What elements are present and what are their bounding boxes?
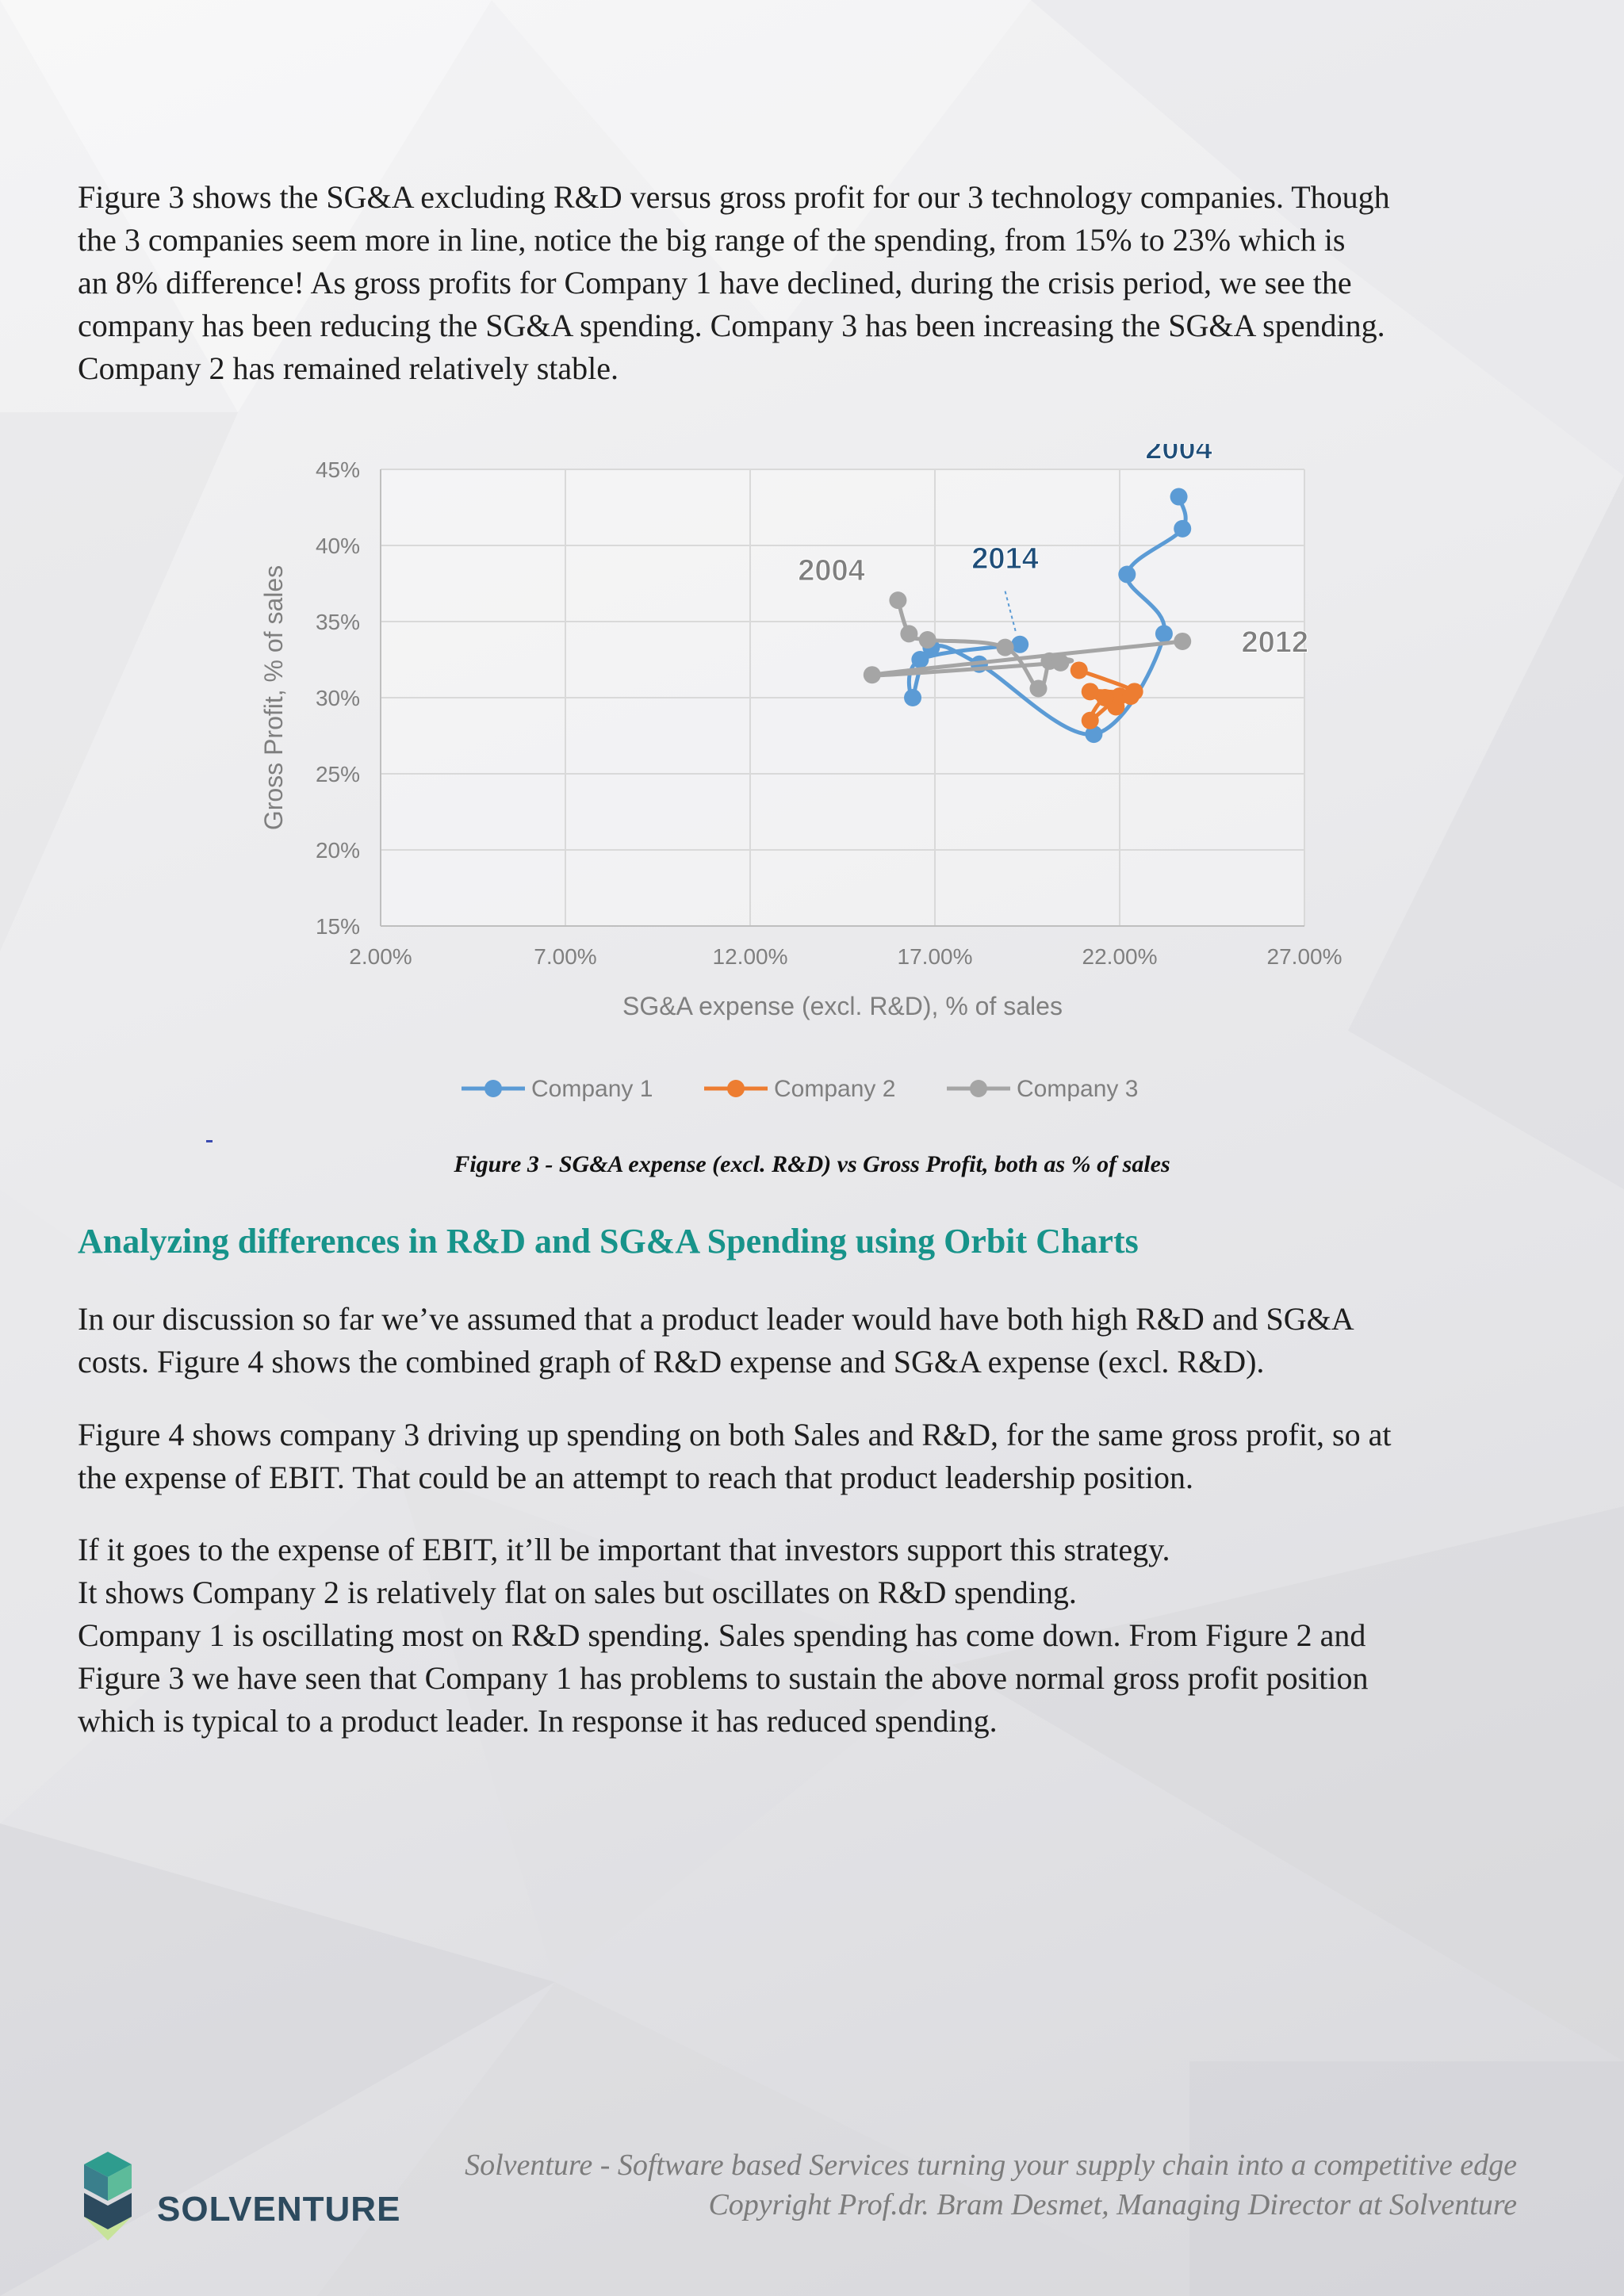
company-1-point xyxy=(1011,635,1029,653)
chart-annotation: 2012 xyxy=(1241,626,1308,659)
company-3-point xyxy=(918,631,936,649)
company-3-point xyxy=(900,625,918,643)
footer-tagline: Solventure - Software based Services tur… xyxy=(465,2149,1517,2182)
paragraph-4: If it goes to the expense of EBIT, it’ll… xyxy=(78,1529,1537,1743)
intro-paragraph: Figure 3 shows the SG&A excluding R&D ve… xyxy=(78,176,1537,390)
text-line: Figure 3 we have seen that Company 1 has… xyxy=(78,1660,1369,1696)
company-3-point xyxy=(1051,653,1070,672)
company-1-point xyxy=(1174,519,1192,538)
y-tick-label: 30% xyxy=(316,686,360,710)
text-line: costs. Figure 4 shows the combined graph… xyxy=(78,1344,1265,1380)
y-tick-label: 35% xyxy=(316,610,360,634)
company-1-point xyxy=(1085,725,1103,744)
company-1-point xyxy=(911,651,929,668)
company-2-legend-marker xyxy=(727,1080,745,1097)
paragraph-3: Figure 4 shows company 3 driving up spen… xyxy=(78,1414,1537,1499)
company-1-line xyxy=(906,496,1188,737)
scatter-chart: 15% 20% 25% 30% 35% 40% 45% 2.00% 7.00% 12.00% 17.… xyxy=(259,444,1342,1102)
company-1-point xyxy=(1170,488,1188,506)
chart-annotation: 2004 xyxy=(798,554,865,587)
logo-mark-icon xyxy=(84,2152,132,2241)
y-tick-label: 45% xyxy=(316,457,360,482)
figure-3-chart: 15% 20% 25% 30% 35% 40% 45% 2.00% 7.00% 12.00% 17.… xyxy=(254,444,1380,1126)
company-2-point xyxy=(1070,661,1088,679)
company-3-point xyxy=(863,666,881,684)
text-line: Figure 3 shows the SG&A excluding R&D ve… xyxy=(78,179,1390,215)
company-1-point xyxy=(1155,625,1173,643)
text-line: In our discussion so far we’ve assumed t… xyxy=(78,1301,1354,1337)
company-3-legend-label: Company 3 xyxy=(1017,1076,1138,1102)
x-tick-label: 27.00% xyxy=(1267,944,1342,969)
section-heading: Analyzing differences in R&D and SG&A Sp… xyxy=(78,1222,1139,1261)
text-line: Company 1 is oscillating most on R&D spe… xyxy=(78,1617,1366,1653)
company-3-point xyxy=(996,638,1014,656)
footer: Solventure - Software based Services tur… xyxy=(465,2145,1517,2225)
x-tick-label: 2.00% xyxy=(349,944,412,969)
company-3-legend-marker xyxy=(970,1080,987,1097)
y-tick-label: 15% xyxy=(316,914,360,939)
x-tick-label: 12.00% xyxy=(713,944,788,969)
figure-caption: Figure 3 - SG&A expense (excl. R&D) vs G… xyxy=(454,1151,1170,1177)
company-1-point xyxy=(1118,565,1136,584)
text-line: Company 2 has remained relatively stable… xyxy=(78,350,619,386)
text-line: company has been reducing the SG&A spend… xyxy=(78,308,1385,343)
x-axis-title: SG&A expense (excl. R&D), % of sales xyxy=(622,992,1063,1020)
text-line: It shows Company 2 is relatively flat on… xyxy=(78,1575,1077,1610)
company-1-legend-label: Company 1 xyxy=(531,1076,653,1102)
annotation-leader-line xyxy=(1004,591,1017,634)
logo-text: SOLVENTURE xyxy=(157,2190,401,2229)
company-3-point xyxy=(1174,632,1192,650)
solventure-logo: SOLVENTURE xyxy=(76,2149,400,2244)
text-line: the expense of EBIT. That could be an at… xyxy=(78,1460,1193,1495)
company-2-point xyxy=(1081,683,1099,701)
company-2-point xyxy=(1096,689,1114,706)
x-tick-label: 17.00% xyxy=(898,944,973,969)
company-3-point xyxy=(1029,679,1048,698)
company-2-legend-label: Company 2 xyxy=(774,1076,895,1102)
text-line: which is typical to a product leader. In… xyxy=(78,1703,998,1739)
paragraph-2: In our discussion so far we’ve assumed t… xyxy=(78,1298,1537,1383)
text-line: If it goes to the expense of EBIT, it’ll… xyxy=(78,1532,1170,1567)
company-1-point xyxy=(904,689,922,706)
stray-mark xyxy=(206,1140,213,1142)
company-2-point xyxy=(1081,711,1099,729)
y-tick-label: 40% xyxy=(316,534,360,558)
y-axis-title: Gross Profit, % of sales xyxy=(259,565,288,830)
x-tick-label: 7.00% xyxy=(534,944,596,969)
company-3-point xyxy=(889,591,907,610)
footer-copyright: Copyright Prof.dr. Bram Desmet, Managing… xyxy=(708,2188,1517,2221)
y-tick-label: 20% xyxy=(316,838,360,863)
chart-annotation: 2004 xyxy=(1145,444,1212,466)
company-2-point xyxy=(1121,687,1139,706)
x-tick-label: 22.00% xyxy=(1082,944,1158,969)
text-line: Figure 4 shows company 3 driving up spen… xyxy=(78,1417,1392,1452)
y-tick-label: 25% xyxy=(316,762,360,786)
chart-annotation: 2014 xyxy=(971,542,1039,576)
text-line: an 8% difference! As gross profits for C… xyxy=(78,265,1352,300)
company-1-legend-marker xyxy=(485,1080,502,1097)
text-line: the 3 companies seem more in line, notic… xyxy=(78,222,1346,258)
